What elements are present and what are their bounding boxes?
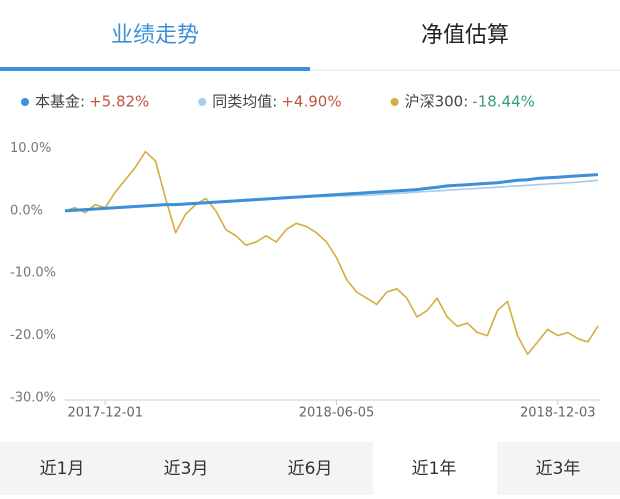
x-tick-label: 2018-06-05 <box>299 406 375 421</box>
y-tick-label: -20.0% <box>10 328 56 343</box>
legend-dot <box>198 98 207 106</box>
legend-name: 沪深300: <box>405 93 469 111</box>
range-bar <box>0 442 620 495</box>
y-tick-label: -30.0% <box>10 391 56 406</box>
legend-name: 本基金: <box>35 93 85 111</box>
active-range <box>373 442 497 495</box>
range-tab[interactable]: 近3年 <box>536 459 581 479</box>
tab[interactable]: 净值估算 <box>421 23 509 48</box>
legend-dot <box>390 98 399 106</box>
series-line <box>64 173 599 213</box>
legend-dot <box>21 98 29 106</box>
series-line <box>64 150 599 356</box>
active-tab-underline <box>0 67 310 71</box>
y-tick-label: 10.0% <box>10 141 51 156</box>
legend-name: 同类均值: <box>212 93 277 111</box>
range-tab[interactable]: 近3月 <box>164 459 209 479</box>
tab[interactable]: 业绩走势 <box>111 23 199 48</box>
legend-value: +5.82% <box>89 93 149 111</box>
range-tab[interactable]: 近1月 <box>40 459 85 479</box>
legend-value: -18.44% <box>472 93 535 111</box>
range-tab[interactable]: 近6月 <box>288 459 333 479</box>
x-tick-label: 2017-12-01 <box>67 406 143 421</box>
x-tick-label: 2018-12-03 <box>520 406 596 421</box>
legend-value: +4.90% <box>281 93 341 111</box>
range-tab[interactable]: 近1年 <box>412 459 457 479</box>
y-tick-label: -10.0% <box>10 266 56 281</box>
y-tick-label: 0.0% <box>10 203 43 218</box>
